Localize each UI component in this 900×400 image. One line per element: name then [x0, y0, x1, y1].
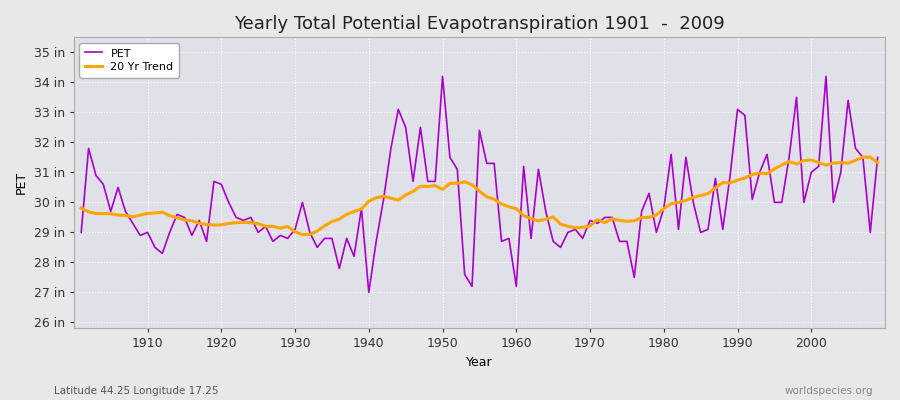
Text: worldspecies.org: worldspecies.org: [785, 386, 873, 396]
20 Yr Trend: [511, 206, 522, 211]
PET: [135, 233, 146, 238]
PET: [341, 236, 352, 241]
X-axis label: Year: Year: [466, 356, 492, 369]
20 Yr Trend: [304, 232, 315, 237]
PET: [76, 230, 86, 235]
Line: 20 Yr Trend: 20 Yr Trend: [81, 157, 878, 234]
20 Yr Trend: [348, 209, 359, 214]
PET: [437, 74, 448, 79]
PET: [364, 290, 374, 295]
Text: Latitude 44.25 Longitude 17.25: Latitude 44.25 Longitude 17.25: [54, 386, 219, 396]
20 Yr Trend: [135, 213, 146, 218]
20 Yr Trend: [518, 213, 529, 218]
PET: [297, 200, 308, 205]
Title: Yearly Total Potential Evapotranspiration 1901  -  2009: Yearly Total Potential Evapotranspiratio…: [234, 15, 724, 33]
20 Yr Trend: [865, 155, 876, 160]
PET: [526, 236, 536, 241]
PET: [872, 155, 883, 160]
PET: [518, 164, 529, 169]
Line: PET: PET: [81, 76, 878, 292]
20 Yr Trend: [76, 206, 86, 210]
20 Yr Trend: [297, 232, 308, 237]
20 Yr Trend: [872, 160, 883, 165]
20 Yr Trend: [607, 216, 617, 221]
Legend: PET, 20 Yr Trend: PET, 20 Yr Trend: [79, 43, 179, 78]
Y-axis label: PET: PET: [15, 171, 28, 194]
PET: [614, 239, 625, 244]
